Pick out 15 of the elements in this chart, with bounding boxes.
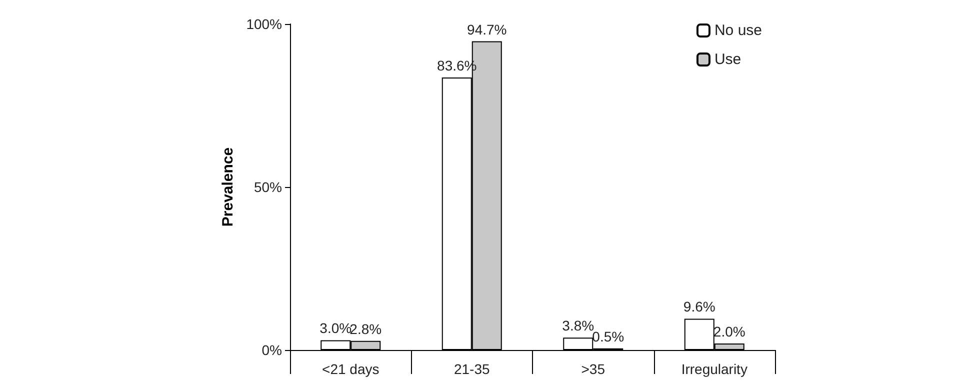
data-label: 9.6% [683, 298, 716, 315]
x-tick-label: >35 [581, 361, 606, 377]
y-tick-label: 50% [254, 179, 282, 195]
x-tick-label: Irregularity [681, 361, 748, 377]
y-axis-title: Prevalence [219, 147, 236, 227]
y-tick-label: 0% [262, 342, 282, 358]
x-tick-label: <21 days [322, 361, 380, 377]
data-label: 3.8% [562, 318, 594, 334]
legend-label: No use [714, 22, 762, 39]
legend-label: Use [714, 51, 742, 68]
data-label: 0.5% [592, 328, 624, 344]
x-tick-label: 21-35 [454, 361, 490, 377]
y-tick-label: 100% [246, 16, 282, 32]
data-label: 2.8% [350, 320, 382, 337]
data-label: 94.7% [467, 21, 507, 38]
